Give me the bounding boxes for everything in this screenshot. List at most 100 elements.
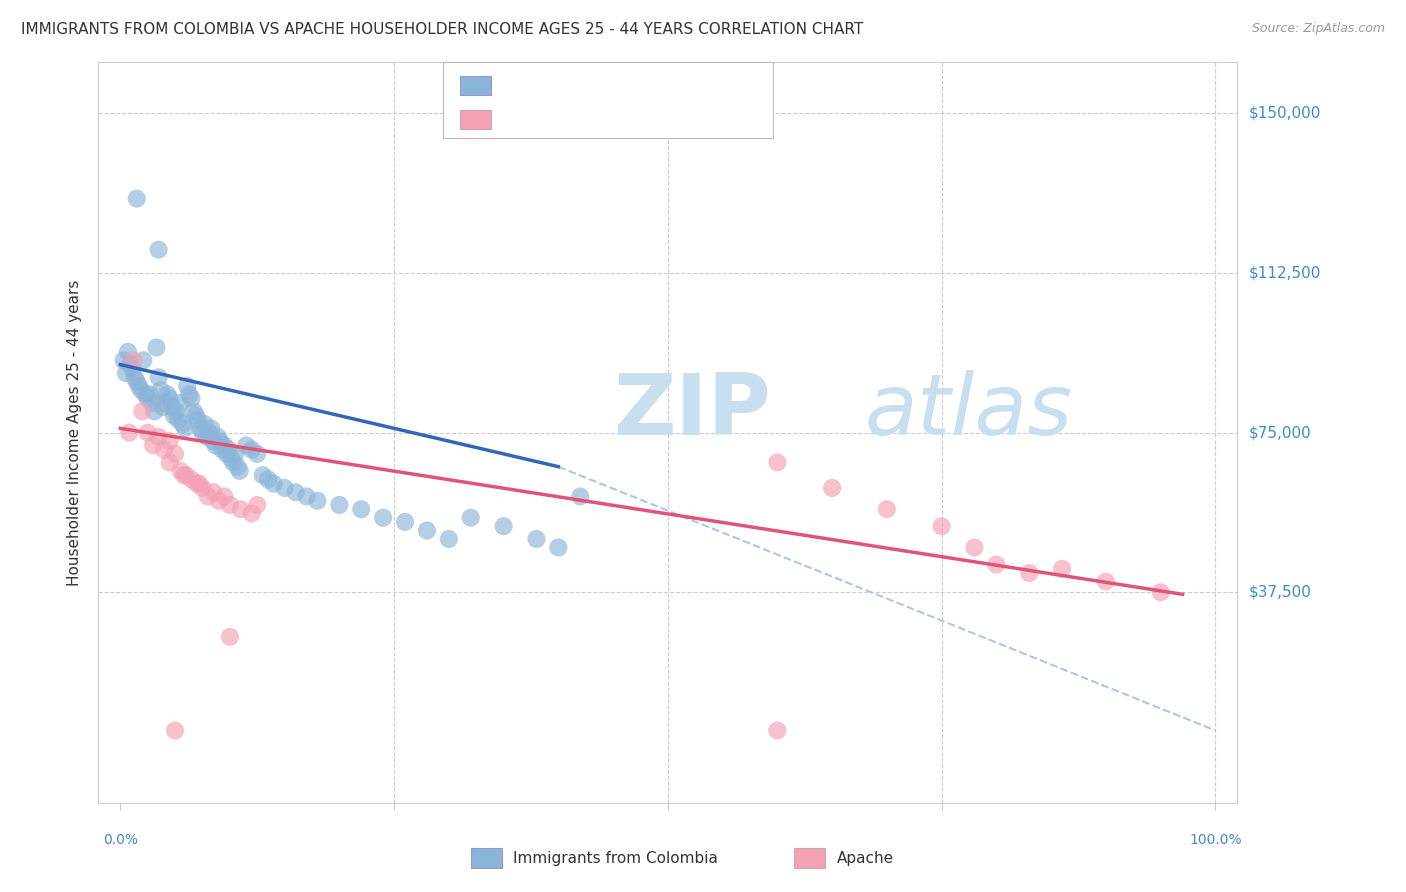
Point bbox=[136, 425, 159, 440]
Point bbox=[128, 379, 150, 393]
Point bbox=[222, 455, 245, 469]
Point bbox=[187, 413, 209, 427]
Text: -0.361: -0.361 bbox=[537, 77, 596, 95]
Point bbox=[142, 438, 165, 452]
Point bbox=[188, 476, 211, 491]
Point bbox=[180, 472, 202, 486]
Point bbox=[273, 481, 295, 495]
Text: N =: N = bbox=[624, 77, 661, 95]
Point bbox=[246, 498, 269, 512]
Text: 0.0%: 0.0% bbox=[103, 833, 138, 847]
Point bbox=[124, 370, 146, 384]
Text: R =: R = bbox=[502, 77, 538, 95]
Text: Immigrants from Colombia: Immigrants from Colombia bbox=[513, 851, 718, 865]
Point bbox=[246, 447, 269, 461]
Text: -0.573: -0.573 bbox=[537, 111, 596, 128]
Point bbox=[165, 447, 187, 461]
Point bbox=[120, 358, 142, 372]
Point bbox=[156, 387, 179, 401]
Point bbox=[117, 344, 139, 359]
Text: N =: N = bbox=[624, 111, 661, 128]
Point bbox=[394, 515, 416, 529]
Point bbox=[125, 375, 148, 389]
Point bbox=[149, 383, 172, 397]
Point bbox=[214, 438, 236, 452]
Point bbox=[218, 498, 240, 512]
Point bbox=[263, 476, 285, 491]
Point bbox=[986, 558, 1008, 572]
Point bbox=[240, 442, 263, 457]
Point bbox=[129, 383, 152, 397]
Point bbox=[143, 404, 166, 418]
Point bbox=[228, 464, 250, 478]
Point bbox=[159, 434, 181, 449]
Point bbox=[821, 481, 844, 495]
Point bbox=[931, 519, 953, 533]
Text: IMMIGRANTS FROM COLOMBIA VS APACHE HOUSEHOLDER INCOME AGES 25 - 44 YEARS CORRELA: IMMIGRANTS FROM COLOMBIA VS APACHE HOUSE… bbox=[21, 22, 863, 37]
Point bbox=[188, 421, 211, 435]
Point bbox=[152, 400, 174, 414]
Point bbox=[173, 468, 195, 483]
Point bbox=[148, 430, 170, 444]
Point bbox=[197, 490, 219, 504]
Text: 35: 35 bbox=[659, 111, 682, 128]
Point bbox=[215, 447, 238, 461]
Point bbox=[153, 442, 176, 457]
Point bbox=[184, 409, 207, 423]
Text: 100.0%: 100.0% bbox=[1189, 833, 1241, 847]
Point bbox=[160, 400, 183, 414]
Point bbox=[174, 421, 197, 435]
Point bbox=[492, 519, 515, 533]
Point bbox=[460, 510, 482, 524]
Point bbox=[204, 438, 226, 452]
Point bbox=[766, 723, 789, 738]
Text: Apache: Apache bbox=[837, 851, 894, 865]
Point bbox=[257, 472, 280, 486]
Point bbox=[139, 387, 162, 401]
Text: $37,500: $37,500 bbox=[1249, 584, 1312, 599]
Point bbox=[165, 723, 187, 738]
Point bbox=[148, 370, 170, 384]
Point bbox=[125, 192, 148, 206]
Point bbox=[191, 425, 214, 440]
Point bbox=[163, 409, 186, 423]
Point bbox=[200, 421, 222, 435]
Point bbox=[155, 396, 177, 410]
Point bbox=[218, 630, 240, 644]
Point bbox=[202, 485, 225, 500]
Point bbox=[1050, 562, 1073, 576]
Text: atlas: atlas bbox=[865, 370, 1073, 453]
Point bbox=[218, 442, 240, 457]
Point bbox=[207, 430, 229, 444]
Point bbox=[136, 392, 159, 406]
Point bbox=[208, 434, 231, 449]
Point bbox=[226, 459, 249, 474]
Point bbox=[114, 366, 136, 380]
Point bbox=[169, 396, 191, 410]
Point bbox=[134, 387, 156, 401]
Point bbox=[141, 396, 163, 410]
Point bbox=[176, 379, 198, 393]
Point bbox=[526, 532, 548, 546]
Point bbox=[350, 502, 373, 516]
Point bbox=[1018, 566, 1040, 580]
Point bbox=[198, 425, 221, 440]
Text: ZIP: ZIP bbox=[613, 370, 770, 453]
Text: $112,500: $112,500 bbox=[1249, 266, 1320, 281]
Point bbox=[219, 451, 242, 466]
Point bbox=[118, 425, 141, 440]
Point bbox=[195, 430, 218, 444]
Point bbox=[208, 493, 231, 508]
Point bbox=[252, 468, 274, 483]
Point bbox=[328, 498, 350, 512]
Point bbox=[284, 485, 307, 500]
Point bbox=[437, 532, 460, 546]
Point bbox=[214, 490, 236, 504]
Point bbox=[295, 490, 318, 504]
Point bbox=[416, 524, 439, 538]
Point bbox=[1149, 585, 1171, 599]
Point bbox=[112, 353, 135, 368]
Point bbox=[224, 447, 246, 461]
Point bbox=[183, 404, 205, 418]
Text: $150,000: $150,000 bbox=[1249, 106, 1320, 121]
